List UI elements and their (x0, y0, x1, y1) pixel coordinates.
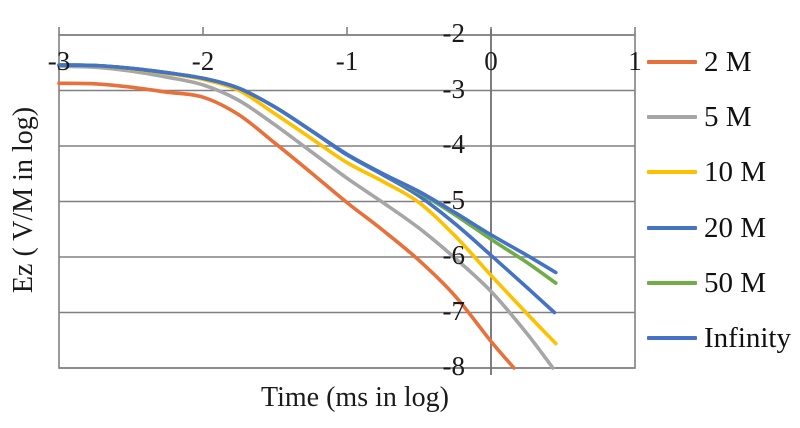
x-tick-label: -2 (191, 46, 215, 76)
legend-item-10-m: 10 M (647, 155, 767, 188)
legend-label: 20 M (704, 211, 767, 244)
legend-label: 5 M (704, 100, 752, 133)
legend-label: 50 M (704, 266, 767, 299)
y-axis-title: Ez ( V/M in log) (8, 106, 39, 294)
x-tick-label: 0 (484, 46, 498, 76)
legend-label: 10 M (704, 155, 767, 188)
series-line-infinity (57, 63, 558, 275)
y-tick-label: -5 (442, 184, 466, 215)
legend: 2 M 5 M 10 M 20 M 50 M Infinity (647, 0, 797, 428)
legend-line-swatch (647, 60, 697, 64)
series-line-2-m (57, 81, 516, 370)
legend-line-swatch (647, 281, 697, 285)
y-tick-label: -7 (442, 295, 466, 326)
legend-item-20-m: 20 M (647, 211, 767, 244)
x-tick-label: -3 (47, 46, 71, 76)
legend-line-swatch (647, 115, 697, 119)
legend-item-50-m: 50 M (647, 266, 767, 299)
series-line-10-m (57, 63, 558, 346)
x-axis-title: Time (ms in log) (261, 382, 449, 413)
legend-item-5-m: 5 M (647, 100, 752, 133)
y-tick-label: -3 (442, 73, 466, 104)
legend-line-swatch (647, 170, 697, 174)
series-line-5-m (57, 64, 555, 370)
y-tick-label: -4 (442, 129, 466, 159)
series-line-20-m (57, 63, 557, 315)
legend-label: Infinity (704, 321, 791, 354)
series-line-50-m (57, 63, 558, 285)
legend-label: 2 M (704, 45, 752, 78)
legend-line-swatch (647, 336, 697, 340)
legend-item-2-m: 2 M (647, 45, 752, 78)
y-tick-label: -8 (442, 351, 466, 381)
x-tick-label: 1 (628, 46, 642, 76)
legend-line-swatch (647, 226, 697, 230)
x-tick-label: -1 (335, 46, 359, 76)
y-tick-label: -2 (442, 18, 466, 48)
legend-item-infinity: Infinity (647, 321, 791, 354)
y-tick-label: -6 (442, 240, 466, 270)
